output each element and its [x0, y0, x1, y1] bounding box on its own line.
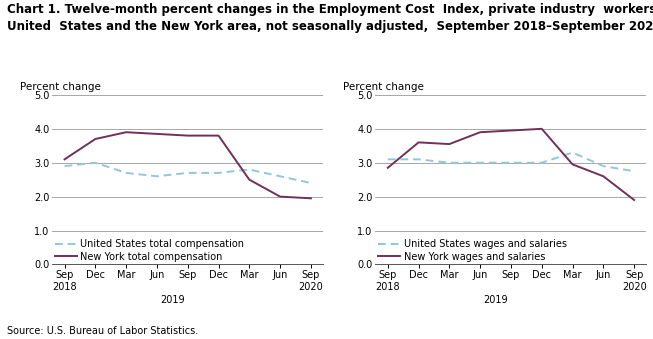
New York wages and salaries — [415, 140, 422, 144]
United States wages and salaries — [599, 164, 607, 168]
United States total compensation — [246, 167, 253, 172]
New York wages and salaries — [507, 128, 515, 133]
United States wages and salaries — [507, 161, 515, 165]
New York wages and salaries — [384, 166, 392, 170]
Line: United States wages and salaries: United States wages and salaries — [388, 153, 634, 171]
United States total compensation — [91, 161, 99, 165]
United States wages and salaries — [415, 157, 422, 161]
New York wages and salaries — [538, 127, 546, 131]
New York wages and salaries — [476, 130, 484, 134]
Y-axis label: Percent change: Percent change — [20, 82, 101, 92]
United States wages and salaries — [630, 169, 638, 173]
New York total compensation — [215, 134, 223, 138]
United States total compensation — [276, 174, 284, 178]
Legend: United States wages and salaries, New York wages and salaries: United States wages and salaries, New Yo… — [378, 239, 567, 261]
New York total compensation — [91, 137, 99, 141]
New York total compensation — [153, 132, 161, 136]
United States wages and salaries — [569, 151, 577, 155]
United States wages and salaries — [445, 161, 453, 165]
United States total compensation — [153, 174, 161, 178]
New York wages and salaries — [599, 174, 607, 178]
Y-axis label: Percent change: Percent change — [343, 82, 424, 92]
United States total compensation — [61, 164, 69, 168]
United States total compensation — [215, 171, 223, 175]
New York wages and salaries — [630, 198, 638, 202]
United States total compensation — [184, 171, 192, 175]
New York wages and salaries — [445, 142, 453, 146]
Text: Source: U.S. Bureau of Labor Statistics.: Source: U.S. Bureau of Labor Statistics. — [7, 326, 198, 336]
New York total compensation — [184, 134, 192, 138]
Text: 2019: 2019 — [160, 295, 185, 305]
New York total compensation — [61, 157, 69, 161]
New York total compensation — [246, 178, 253, 182]
United States wages and salaries — [476, 161, 484, 165]
United States total compensation — [122, 171, 130, 175]
Line: New York total compensation: New York total compensation — [65, 132, 311, 198]
New York wages and salaries — [569, 162, 577, 166]
United States wages and salaries — [384, 157, 392, 161]
Line: New York wages and salaries: New York wages and salaries — [388, 129, 634, 200]
United States wages and salaries — [538, 161, 546, 165]
New York total compensation — [276, 195, 284, 199]
Text: 2019: 2019 — [483, 295, 508, 305]
New York total compensation — [122, 130, 130, 134]
Text: Chart 1. Twelve-month percent changes in the Employment Cost  Index, private ind: Chart 1. Twelve-month percent changes in… — [7, 3, 653, 33]
Line: United States total compensation: United States total compensation — [65, 163, 311, 183]
United States total compensation — [307, 181, 315, 185]
New York total compensation — [307, 196, 315, 200]
Legend: United States total compensation, New York total compensation: United States total compensation, New Yo… — [55, 239, 244, 261]
